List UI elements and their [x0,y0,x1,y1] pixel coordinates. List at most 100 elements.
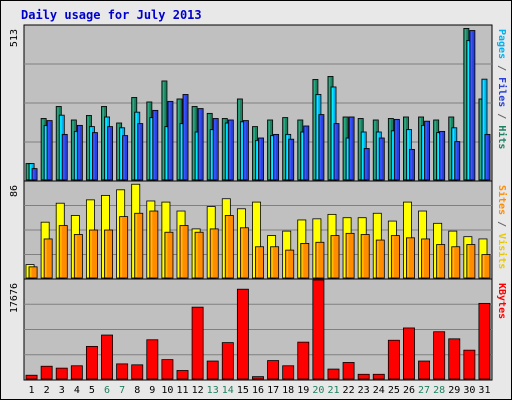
bar-highlight [304,126,307,179]
bar-kbytes-kbytes-day-10 [161,359,174,380]
bar-hits-pages-day-13 [212,118,219,181]
bar-highlight [211,229,213,277]
bar-highlight [268,120,271,179]
bar-highlight [193,107,195,179]
bar-highlight [57,107,59,179]
panel-kbytes-max-label: 17676 [9,283,20,313]
bar-hits-pages-day-26 [409,148,415,181]
bar-highlight [165,233,168,277]
bar-hits-pages-day-17 [273,133,280,181]
x-tick-label-day-28: 28 [433,385,445,396]
bar-highlight [102,196,104,277]
x-tick-label-day-4: 4 [74,385,80,396]
bar-visits-sites-day-13 [209,228,219,279]
bar-highlight [347,234,349,277]
bar-hits-pages-day-4 [76,124,83,181]
bar-visits-sites-day-20 [315,241,325,279]
bar-kbytes-kbytes-day-15 [236,288,249,380]
bar-highlight [449,339,452,378]
bar-highlight [256,247,258,277]
bar-highlight [244,121,246,179]
bar-highlight [72,366,74,378]
bar-highlight [283,118,286,179]
bar-kbytes-kbytes-day-9 [146,339,159,380]
bar-highlight [102,107,104,179]
bar-hits-pages-day-14 [227,119,234,181]
bar-highlight [72,216,74,277]
x-tick-label-day-10: 10 [161,385,173,396]
bar-highlight [328,215,331,277]
bar-highlight [241,228,243,277]
bar-kbytes-kbytes-day-28 [433,331,446,380]
panel-visits-legend: Sites / Visits [496,185,508,269]
x-tick-label-day-29: 29 [448,385,460,396]
bar-highlight [464,29,467,179]
bar-visits-sites-day-26 [406,237,415,279]
bar-kbytes-kbytes-day-29 [448,338,461,380]
bar-hits-pages-day-28 [439,130,446,181]
bar-kbytes-kbytes-day-11 [176,370,189,380]
legend-entry: Pages [496,29,507,59]
bar-highlight [105,117,107,179]
bar-visits-sites-day-24 [375,239,385,279]
bar-highlight [238,290,240,378]
bar-highlight [177,371,180,378]
x-tick-label-day-31: 31 [478,385,490,396]
bar-hits-pages-day-2 [46,120,53,181]
bar-highlight [259,138,261,179]
bar-hits-pages-day-31 [484,133,491,181]
bar-highlight [150,212,153,277]
bar-highlight [419,362,422,378]
bar-highlight [449,117,452,179]
x-tick-label-day-5: 5 [89,385,95,396]
bar-highlight [45,239,47,277]
x-tick-label-day-21: 21 [327,385,339,396]
bar-highlight [283,232,286,277]
bar-highlight [256,141,258,179]
bar-highlight [350,117,352,179]
bar-highlight [274,135,277,179]
bar-highlight [87,347,89,378]
bar-highlight [30,267,32,277]
bar-highlight [313,219,316,277]
bar-highlight [42,223,44,277]
bar-highlight [48,121,50,179]
bar-highlight [45,126,47,179]
bar-hits-pages-day-7 [122,135,129,181]
bar-highlight [392,131,394,179]
bar-highlight [87,116,89,179]
bar-highlight [289,140,292,179]
x-tick-label-day-24: 24 [373,385,385,396]
bar-kbytes-kbytes-day-6 [101,334,113,380]
bar-visits-sites-day-2 [43,238,53,279]
bar-highlight [90,127,92,179]
bar-hits-pages-day-9 [152,109,159,181]
panel-hits-max-label: 513 [9,29,20,47]
bar-visits-sites-day-6 [104,229,113,279]
bar-visits-sites-day-11 [179,225,189,279]
chart-title: Daily usage for July 2013 [21,8,202,22]
bar-highlight [434,332,437,378]
legend-entry: KBytes [496,283,507,319]
bar-hits-pages-day-29 [454,141,461,181]
bar-highlight [374,375,376,378]
bar-hits-pages-day-15 [242,120,249,181]
bar-highlight [57,204,59,277]
bar-highlight [298,120,301,179]
panel-kbytes-legend: KBytes [496,283,507,319]
bar-visits-sites-day-22 [345,232,355,279]
bar-highlight [331,87,334,179]
bar-highlight [193,229,195,277]
panel-hits-legend: Pages / Files / Hits [496,29,508,149]
bar-kbytes-kbytes-day-22 [342,362,355,380]
bar-highlight [344,218,346,277]
bar-highlight [162,360,165,378]
bar-highlight [90,231,92,277]
bar-highlight [419,117,422,179]
bar-highlight [359,375,361,378]
x-tick-label-day-18: 18 [282,385,294,396]
legend-entry: Hits [496,125,508,149]
bar-highlight [196,132,198,179]
bar-highlight [132,98,135,179]
bar-highlight [328,77,331,179]
